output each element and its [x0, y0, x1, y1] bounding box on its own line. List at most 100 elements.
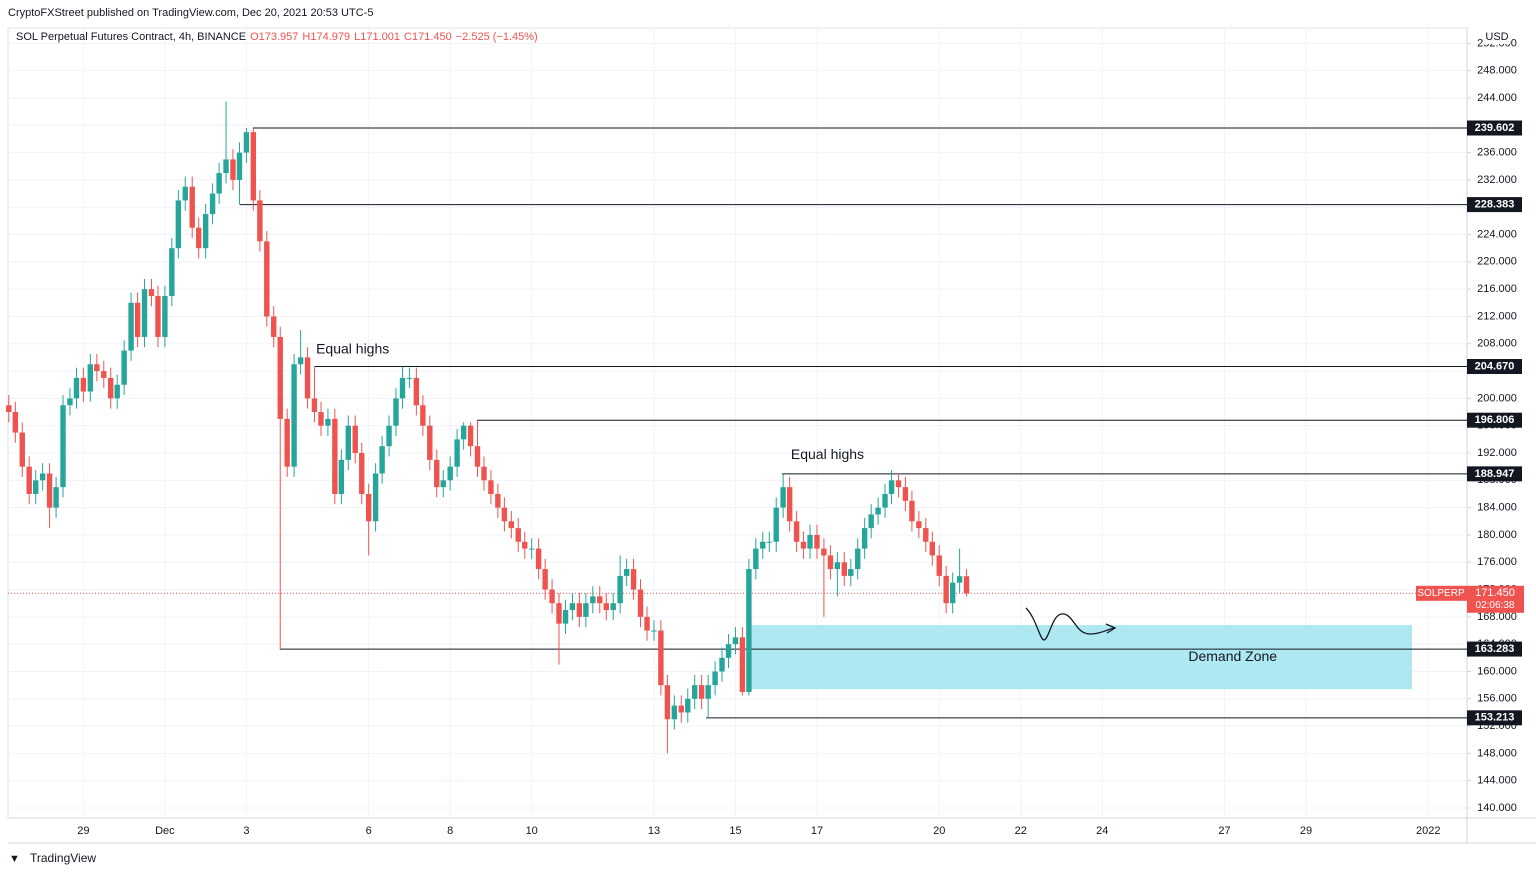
candle-body	[352, 425, 358, 454]
candle-body	[576, 603, 583, 617]
candle-body	[101, 371, 107, 378]
y-tick-label: 148.000	[1477, 747, 1517, 759]
y-tick-label: 180.000	[1477, 529, 1517, 541]
candle-body	[780, 487, 786, 508]
candle-body	[291, 364, 297, 467]
candle-body	[793, 521, 800, 542]
candle-body	[909, 500, 915, 522]
level-tag	[1467, 120, 1522, 136]
candle-body	[746, 569, 752, 692]
ohlc-value: L171.001	[354, 31, 401, 43]
candle-body	[651, 630, 657, 632]
y-tick-label: 208.000	[1477, 338, 1517, 350]
y-tick-label: 244.000	[1477, 92, 1517, 104]
candle-body	[223, 159, 229, 174]
x-tick-label: Dec	[155, 825, 175, 837]
candle-body	[855, 548, 861, 570]
candle-body	[522, 541, 528, 549]
candle-body	[6, 405, 12, 413]
y-tick-label: 156.000	[1477, 693, 1517, 705]
currency-bg	[1484, 30, 1510, 44]
symbol-title: SOL Perpetual Futures Contract, 4h, BINA…	[16, 31, 247, 43]
x-tick-label: 17	[811, 825, 823, 837]
y-tick-label: 144.000	[1477, 775, 1517, 787]
candle-body	[413, 377, 420, 406]
candle-body	[141, 289, 148, 337]
level-label: 228.383	[1475, 199, 1515, 211]
y-tick-label: 216.000	[1477, 283, 1517, 295]
candle-body	[297, 357, 304, 365]
ohlc-value: C171.450	[404, 31, 452, 43]
plot-frame	[7, 27, 1468, 819]
level-tag	[1467, 412, 1522, 428]
x-tick-label: 29	[1300, 825, 1312, 837]
candle-body	[39, 473, 46, 481]
brand: TradingView	[30, 851, 97, 865]
candle-body	[169, 248, 175, 296]
candle-body	[304, 357, 311, 399]
candle-body	[250, 132, 257, 201]
candle-body	[12, 412, 19, 433]
candle-body	[705, 685, 711, 699]
candle-body	[760, 541, 766, 549]
candle-body	[882, 493, 888, 508]
candle-body	[963, 576, 970, 594]
candle-body	[617, 575, 623, 604]
logo-icon: ▼	[9, 853, 20, 865]
candle-body	[182, 186, 188, 201]
candle-body	[128, 302, 134, 351]
candle-body	[311, 398, 318, 413]
symbol-tag	[1416, 585, 1467, 601]
level-label: 163.283	[1475, 643, 1515, 655]
candle-body	[420, 405, 426, 426]
candle-body	[630, 569, 637, 590]
candle-body	[800, 541, 807, 549]
candle-body	[610, 603, 616, 611]
candle-body	[603, 603, 609, 611]
candle-body	[196, 227, 202, 249]
y-tick-label: 184.000	[1477, 502, 1517, 514]
candle-body	[114, 384, 120, 399]
candle-body	[94, 364, 100, 372]
candle-body	[271, 316, 277, 337]
candle-body	[467, 425, 474, 447]
candle-body	[664, 685, 671, 720]
x-tick-label: 20	[933, 825, 945, 837]
candle-body	[386, 425, 392, 447]
y-tick-label: 192.000	[1477, 447, 1517, 459]
candle-body	[406, 377, 413, 379]
candle-body	[549, 589, 555, 604]
candle-body	[236, 152, 243, 180]
candle-body	[148, 289, 155, 296]
candle-body	[53, 487, 59, 508]
arrow-head	[1105, 623, 1117, 634]
y-tick-label: 160.000	[1477, 665, 1517, 677]
candle-body	[474, 446, 481, 467]
candle-body	[583, 603, 589, 617]
candle-body	[372, 473, 379, 522]
ohlc-value: −2.525 (−1.45%)	[455, 31, 538, 43]
x-tick-label: 13	[648, 825, 660, 837]
y-tick-label: 248.000	[1477, 65, 1517, 77]
candle-body	[318, 412, 324, 426]
candle-body	[814, 534, 820, 549]
ohlc-value: O173.957	[250, 31, 299, 43]
candle-body	[732, 637, 739, 645]
candle-body	[834, 562, 841, 570]
hand-drawn-path	[1025, 607, 1115, 641]
candle-body	[33, 480, 39, 494]
candle-body	[936, 555, 942, 576]
candle-body	[658, 630, 664, 686]
candle-body	[848, 569, 854, 576]
candle-body	[542, 569, 548, 590]
level-label: 188.947	[1475, 468, 1515, 480]
legend: SOL Perpetual Futures Contract, 4h, BINA…	[16, 31, 538, 43]
y-tick-label: 236.000	[1477, 147, 1517, 159]
candle-body	[698, 685, 705, 699]
candle-body	[243, 132, 250, 153]
candle-body	[739, 637, 746, 692]
level-tag	[1467, 641, 1522, 657]
candle-body	[264, 241, 270, 317]
candle-body	[488, 480, 494, 494]
